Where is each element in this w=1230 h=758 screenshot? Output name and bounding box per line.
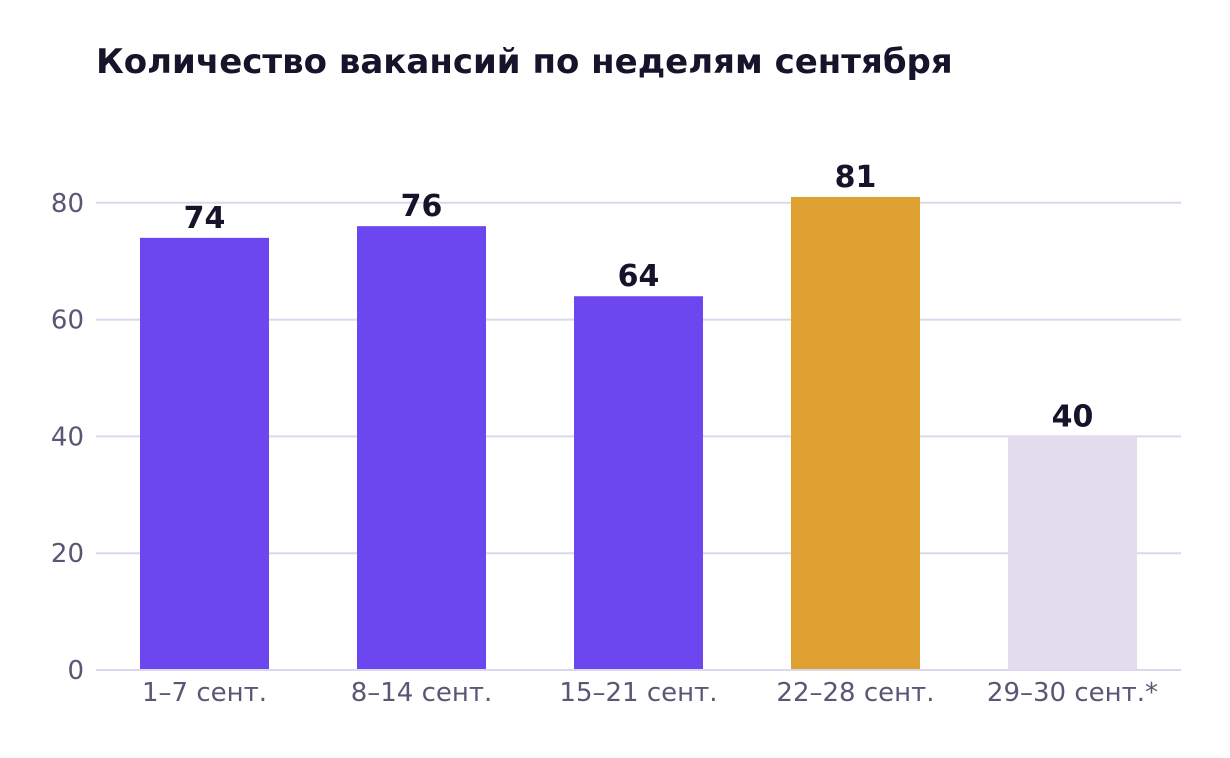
bar[interactable] [574, 296, 703, 670]
bar[interactable] [791, 196, 920, 670]
y-tick-label: 80 [51, 189, 84, 219]
chart-title: Количество вакансий по неделям сентября [96, 42, 953, 82]
x-tick-label: 29–30 сент.* [987, 678, 1158, 708]
bar-value-label: 40 [1052, 399, 1094, 434]
x-tick-label: 8–14 сент. [351, 678, 493, 708]
x-tick-label: 15–21 сент. [559, 678, 717, 708]
x-tick-label: 1–7 сент. [142, 678, 267, 708]
bars [140, 196, 1137, 670]
y-tick-label: 40 [51, 422, 84, 452]
bar[interactable] [1008, 436, 1137, 670]
y-tick-label: 20 [51, 539, 84, 569]
bar-value-label: 81 [835, 160, 877, 195]
bar[interactable] [357, 226, 486, 670]
y-tick-label: 60 [51, 306, 84, 336]
labels: 0 20 40 60 80 74 1–7 сент. 76 8–14 сент. 64 15–21 … [51, 160, 1158, 708]
y-tick-label: 0 [67, 656, 84, 686]
bar-value-label: 76 [401, 189, 443, 224]
x-tick-label: 22–28 сент. [776, 678, 934, 708]
bar-value-label: 64 [618, 259, 660, 294]
bar[interactable] [140, 237, 269, 670]
bar-value-label: 74 [184, 201, 226, 236]
